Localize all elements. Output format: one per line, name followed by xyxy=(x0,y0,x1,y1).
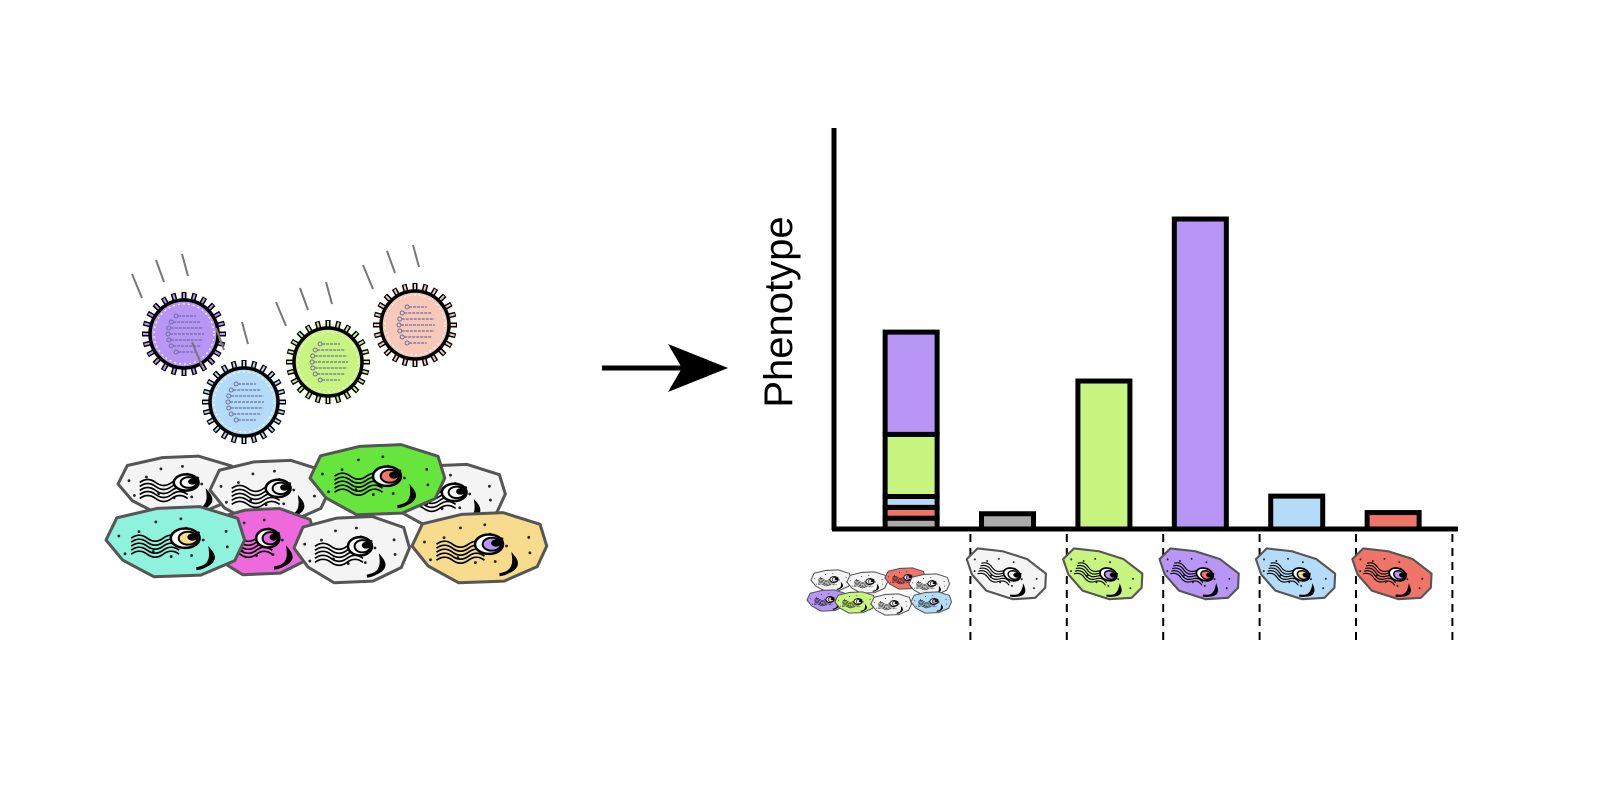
y-axis-label: Phenotype xyxy=(757,216,801,407)
virus-icon xyxy=(131,253,226,376)
motion-lines xyxy=(275,281,333,327)
cell-icon xyxy=(1158,547,1240,601)
cell-icon xyxy=(104,505,247,579)
cell-population-illustration xyxy=(104,443,549,585)
cell-icon xyxy=(1351,547,1433,601)
cell-icon xyxy=(1062,547,1144,601)
bar-segment xyxy=(882,431,940,500)
cell-icon xyxy=(965,547,1048,601)
bar xyxy=(1075,378,1133,532)
bars xyxy=(882,216,1422,532)
cell-icon xyxy=(910,591,953,614)
cell-population-icon xyxy=(806,567,953,616)
cell-icon xyxy=(308,443,447,517)
bar xyxy=(1268,493,1326,532)
bar xyxy=(1171,216,1229,532)
motion-lines xyxy=(362,244,420,290)
virus-icon xyxy=(191,321,286,444)
cell-icon xyxy=(1254,547,1337,601)
cell-icon xyxy=(846,571,889,594)
cell-icon xyxy=(292,514,411,585)
bar-segment xyxy=(882,329,940,437)
category-icons xyxy=(806,547,1433,616)
motion-lines xyxy=(131,253,189,299)
cell-icon xyxy=(410,511,549,585)
category-dividers xyxy=(969,534,1454,640)
motion-lines xyxy=(191,321,249,367)
virus-icon xyxy=(362,244,457,367)
arrow-right-icon xyxy=(602,344,728,392)
cell-icon xyxy=(834,591,877,614)
virus-group xyxy=(131,244,457,444)
phenotype-chart: Phenotype xyxy=(757,128,1458,640)
cell-icon xyxy=(810,569,853,592)
cell-icon xyxy=(870,593,913,616)
virus-library-illustration xyxy=(104,244,549,585)
virus-icon xyxy=(275,281,370,404)
